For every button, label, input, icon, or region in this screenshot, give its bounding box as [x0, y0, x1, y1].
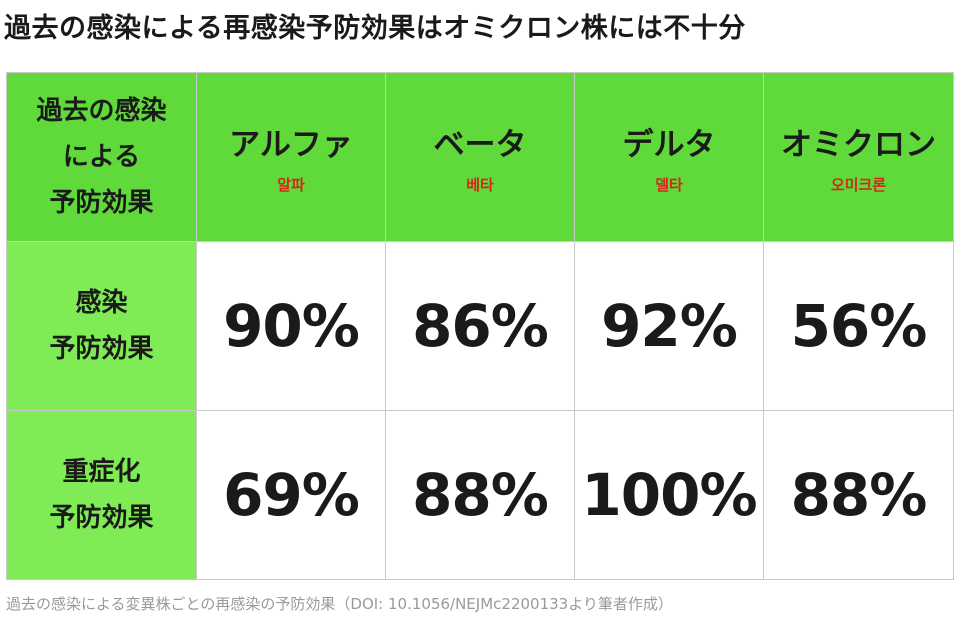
figure-caption: 過去の感染による変異株ごとの再感染の予防効果（DOI: 10.1056/NEJM…	[6, 595, 673, 613]
variant-korean: 델타	[655, 176, 683, 194]
variant-name: デルタ	[622, 127, 716, 163]
variant-header-beta: ベータ 베타	[385, 72, 575, 242]
value-cell: 88%	[385, 410, 575, 580]
table-row-infection: 感染 予防効果 90% 86% 92% 56%	[6, 241, 954, 411]
row-header-line: 予防効果	[49, 334, 154, 364]
variant-korean: 알파	[277, 176, 305, 194]
variant-korean: 오미크론	[830, 176, 887, 194]
row-header-severe: 重症化 予防効果	[6, 410, 197, 580]
corner-line: 過去の感染	[36, 96, 167, 126]
value-cell: 90%	[196, 241, 386, 411]
variant-header-omicron: オミクロン 오미크론	[763, 72, 954, 242]
variant-name: オミクロン	[781, 127, 936, 163]
variant-korean: 베타	[466, 176, 494, 194]
row-header-line: 予防効果	[49, 503, 154, 533]
variant-header-alpha: アルファ 알파	[196, 72, 386, 242]
variant-header-delta: デルタ 델타	[574, 72, 764, 242]
variant-name: ベータ	[433, 127, 527, 163]
corner-header: 過去の感染 による 予防効果	[6, 72, 197, 242]
corner-line: による	[62, 142, 141, 172]
value-cell: 100%	[574, 410, 764, 580]
table-header-row: 過去の感染 による 予防効果 アルファ 알파 ベータ 베타 デルタ 델타 オミク…	[6, 72, 954, 242]
value-cell: 88%	[763, 410, 954, 580]
variant-name: アルファ	[229, 127, 353, 163]
value-cell: 86%	[385, 241, 575, 411]
row-header-line: 重症化	[62, 457, 141, 487]
value-cell: 69%	[196, 410, 386, 580]
corner-line: 予防効果	[49, 188, 154, 218]
row-header-infection: 感染 予防効果	[6, 241, 197, 411]
value-cell: 92%	[574, 241, 764, 411]
row-header-line: 感染	[75, 288, 128, 318]
table-row-severe: 重症化 予防効果 69% 88% 100% 88%	[6, 410, 954, 580]
page-title: 過去の感染による再感染予防効果はオミクロン株には不十分	[4, 13, 746, 44]
efficacy-table: 過去の感染 による 予防効果 アルファ 알파 ベータ 베타 デルタ 델타 オミク…	[6, 72, 954, 580]
value-cell: 56%	[763, 241, 954, 411]
